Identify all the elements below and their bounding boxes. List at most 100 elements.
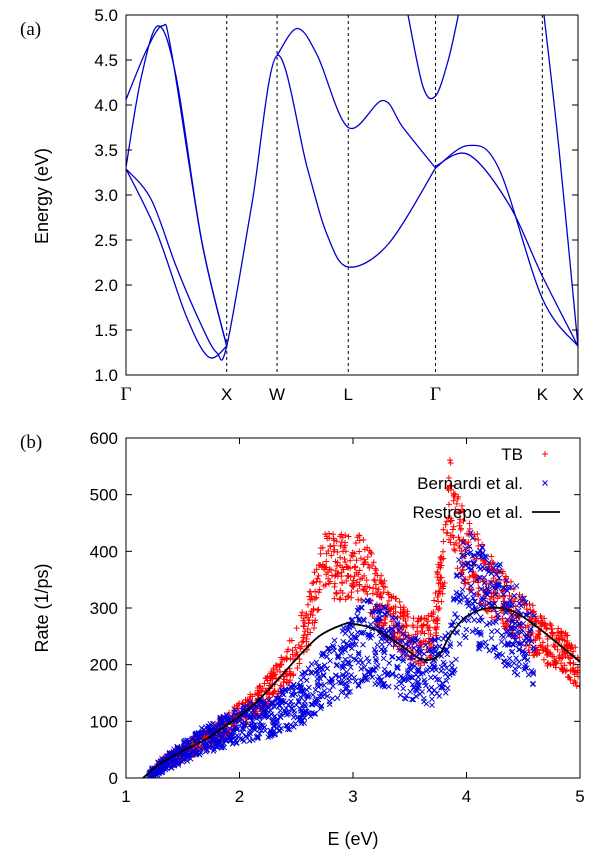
bernardi-point <box>206 744 213 751</box>
tb-point <box>351 573 358 580</box>
tb-point <box>569 667 576 674</box>
tb-point <box>369 613 376 620</box>
tb-point <box>401 608 408 615</box>
tb-point <box>371 577 378 584</box>
bernardi-point <box>385 669 392 676</box>
bernardi-point <box>256 714 263 721</box>
bernardi-point <box>328 676 335 683</box>
tb-point <box>385 604 392 611</box>
bernardi-point <box>459 586 466 593</box>
bernardi-point <box>500 584 507 591</box>
tb-point <box>366 547 373 554</box>
scattering-rate-panel: (b) Rate (1/ps) E (eV) 0 100 200 300 400 500 6… <box>20 429 585 849</box>
bernardi-point <box>439 680 446 687</box>
bernardi-point <box>490 619 496 626</box>
bernardi-point <box>348 631 355 638</box>
tb-point <box>433 616 440 623</box>
tb-point <box>558 635 565 642</box>
bernardi-point <box>307 713 314 720</box>
bernardi-point <box>400 658 407 664</box>
bernardi-point <box>274 718 280 725</box>
bernardi-point <box>429 666 435 673</box>
tb-point <box>454 495 461 502</box>
tb-point <box>565 673 572 680</box>
bernardi-point <box>374 642 381 648</box>
bernardi-point <box>514 671 521 678</box>
tb-point <box>312 595 319 602</box>
k-point-label: Γ <box>430 384 441 405</box>
tb-point <box>456 519 463 526</box>
bernardi-point <box>298 714 304 721</box>
tb-point <box>350 577 357 584</box>
tb-point <box>270 689 277 696</box>
tb-point <box>295 642 302 649</box>
tb-point <box>364 583 371 590</box>
bernardi-point <box>266 709 272 715</box>
bernardi-point <box>500 591 507 598</box>
bernardi-point <box>381 627 388 634</box>
bernardi-point <box>472 598 478 605</box>
bernardi-point <box>506 661 513 668</box>
bernardi-point <box>415 667 422 674</box>
tb-point <box>400 624 407 631</box>
tb-point <box>421 615 428 622</box>
tb-point <box>432 617 439 624</box>
bernardi-point <box>474 629 481 636</box>
tb-point <box>289 647 296 654</box>
bernardi-point <box>319 666 326 673</box>
bernardi-point <box>520 650 527 657</box>
tb-point <box>488 553 495 560</box>
bernardi-point <box>381 649 388 656</box>
bernardi-point <box>330 642 336 649</box>
tb-point <box>348 589 355 596</box>
bernardi-point <box>416 650 422 657</box>
tb-point <box>542 645 549 652</box>
tb-point <box>447 482 454 489</box>
bernardi-point <box>284 726 291 733</box>
bernardi-point <box>485 600 492 607</box>
tb-point <box>363 577 370 584</box>
panel-a-y-axis-label: Energy (eV) <box>32 148 52 244</box>
tb-point <box>563 667 570 674</box>
bernardi-point <box>460 539 466 546</box>
tb-point <box>278 683 285 690</box>
bernardi-point <box>302 703 309 710</box>
bernardi-point <box>375 681 382 688</box>
tb-point <box>445 515 452 522</box>
bernardi-point <box>477 566 484 572</box>
bernardi-point <box>216 723 223 729</box>
tb-point <box>454 565 461 572</box>
bernardi-point <box>248 725 255 732</box>
tb-point <box>368 550 375 557</box>
tb-point <box>288 637 295 644</box>
tb-point <box>337 542 344 549</box>
bernardi-point <box>258 700 265 707</box>
tb-point <box>436 577 443 584</box>
bernardi-point <box>453 656 459 663</box>
bernardi-point <box>365 658 372 665</box>
bernardi-point <box>472 605 479 611</box>
tb-point <box>370 585 377 592</box>
tb-point <box>331 595 338 602</box>
bernardi-point <box>470 561 477 567</box>
bernardi-point <box>361 597 367 604</box>
tb-point <box>544 660 551 667</box>
bernardi-point <box>396 678 402 685</box>
bernardi-point <box>524 612 530 618</box>
bernardi-point <box>386 660 393 666</box>
tb-point <box>284 648 291 655</box>
tb-point <box>446 457 453 464</box>
bernardi-point <box>175 760 181 767</box>
bernardi-point <box>254 733 261 739</box>
tb-point <box>331 537 338 544</box>
tb-point <box>310 606 317 613</box>
tb-point <box>319 544 326 551</box>
bernardi-point <box>423 700 430 707</box>
bernardi-point <box>344 642 351 649</box>
bernardi-point <box>389 653 396 660</box>
bernardi-point <box>355 649 362 656</box>
panel-b-x-ticks: 1 2 3 4 5 <box>121 438 585 806</box>
bernardi-point <box>282 709 289 716</box>
bernardi-point <box>515 646 522 653</box>
